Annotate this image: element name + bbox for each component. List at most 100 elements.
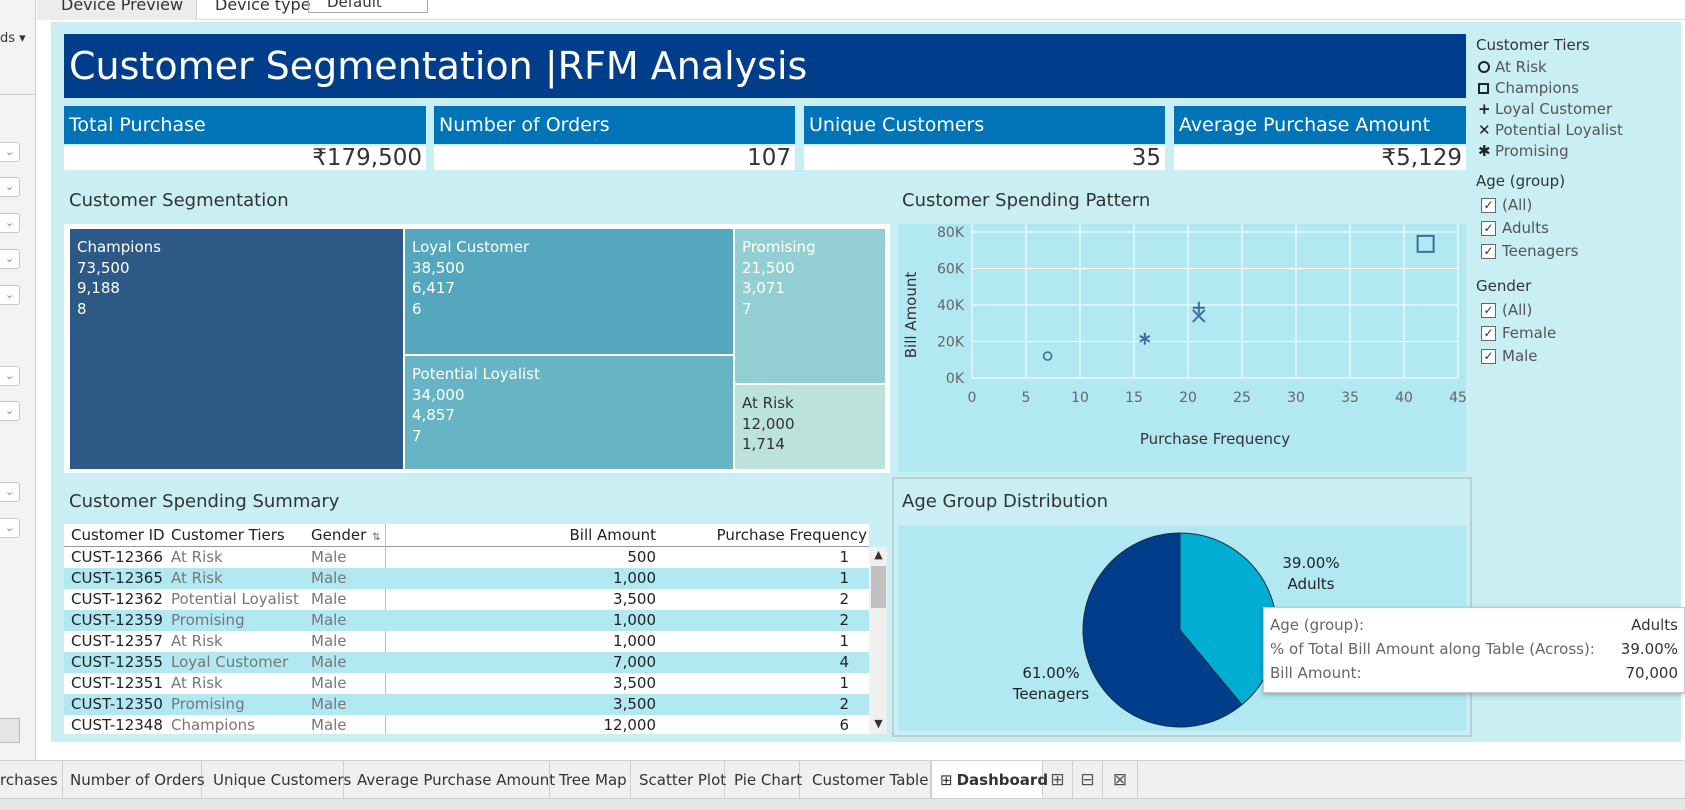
pie-slice-teenagers[interactable] — [1082, 532, 1243, 728]
checkbox-checked-icon[interactable]: ✓ — [1481, 244, 1496, 259]
device-preview-tab[interactable]: Device Preview — [37, 0, 197, 20]
pie-tooltip: Age (group): Adults % of Total Bill Amou… — [1263, 607, 1685, 693]
filter-option-gender-all[interactable]: ✓ (All) — [1481, 299, 1556, 322]
table-title: Customer Spending Summary — [69, 491, 340, 512]
scroll-up-icon[interactable]: ▲ — [870, 547, 887, 563]
tab-customer-table[interactable]: Customer Table — [800, 761, 931, 799]
legend-item-potential-loyalist[interactable]: ✕ Potential Loyalist — [1478, 121, 1623, 139]
legend-item-promising[interactable]: ✱ Promising — [1478, 142, 1569, 160]
treemap-cell-champions[interactable]: Champions 73,500 9,188 8 — [69, 228, 404, 470]
chevron-down-icon[interactable]: ⌄ — [0, 142, 20, 162]
header-divider — [64, 546, 869, 547]
tab-scatter-plot[interactable]: Scatter Plot — [631, 761, 726, 799]
cell-bill-amount: 500 — [627, 548, 656, 566]
tooltip-key: Bill Amount: — [1270, 664, 1362, 682]
chevron-down-icon[interactable]: ⌄ — [0, 249, 20, 269]
filter-age-title: Age (group) — [1476, 172, 1566, 190]
tooltip-value: Adults — [1631, 616, 1678, 634]
chevron-down-icon[interactable]: ⌄ — [0, 177, 20, 197]
sidebar-divider — [0, 94, 36, 95]
treemap-cell-bill: 73,500 — [77, 258, 130, 277]
treemap-cell-loyal-customer[interactable]: Loyal Customer 38,500 6,417 6 — [404, 228, 734, 355]
checkbox-checked-icon[interactable]: ✓ — [1481, 221, 1496, 236]
tab-unique-customers[interactable]: Unique Customers — [202, 761, 351, 799]
tab-tree-map[interactable]: Tree Map — [550, 761, 631, 799]
table-row[interactable]: CUST-12355 Loyal Customer Male 7,000 4 — [64, 652, 869, 673]
treemap-cell-potential-loyalist[interactable]: Potential Loyalist 34,000 4,857 7 — [404, 355, 734, 470]
filter-option-gender-male[interactable]: ✓ Male — [1481, 345, 1556, 368]
y-axis-label: Bill Amount — [902, 272, 920, 359]
kpi-label: Number of Orders — [434, 106, 795, 144]
cell-purchase-frequency: 1 — [839, 569, 849, 587]
checkbox-checked-icon[interactable]: ✓ — [1481, 198, 1496, 213]
kpi-value: 107 — [434, 146, 795, 170]
scatter-point-plus[interactable] — [1192, 301, 1205, 314]
legend-item-champions[interactable]: Champions — [1478, 78, 1623, 99]
treemap-cell-count: 7 — [742, 299, 752, 318]
scatter-point-cross[interactable] — [1192, 309, 1206, 323]
table-row[interactable]: CUST-12365 At Risk Male 1,000 1 — [64, 568, 869, 589]
checkbox-checked-icon[interactable]: ✓ — [1481, 303, 1496, 318]
table-row[interactable]: CUST-12348 Champions Male 12,000 6 — [64, 715, 869, 736]
treemap-cell-promising[interactable]: Promising 21,500 3,071 7 — [734, 228, 886, 384]
column-header-purchase-frequency[interactable]: Purchase Frequency — [716, 526, 867, 544]
legend-item-loyal-customer[interactable]: + Loyal Customer — [1478, 100, 1613, 118]
checkbox-checked-icon[interactable]: ✓ — [1481, 349, 1496, 364]
table-row[interactable]: CUST-12357 At Risk Male 1,000 1 — [64, 631, 869, 652]
new-dashboard-icon[interactable]: ⊟ — [1073, 761, 1103, 799]
cell-customer-tier: At Risk — [171, 674, 223, 692]
chevron-down-icon[interactable]: ⌄ — [0, 482, 20, 502]
checkbox-checked-icon[interactable]: ✓ — [1481, 326, 1496, 341]
treemap-cell-at-risk[interactable]: At Risk 12,000 1,714 — [734, 384, 886, 470]
treemap-cell-avg: 4,857 — [412, 406, 455, 424]
cell-customer-tier: Potential Loyalist — [171, 590, 299, 608]
new-story-icon[interactable]: ⊠ — [1103, 761, 1138, 799]
scatter-point-circle[interactable] — [1042, 351, 1053, 361]
tab-total-purchases[interactable]: rchases — [0, 761, 63, 799]
x-axis-label: Purchase Frequency — [1140, 430, 1290, 448]
tab-dashboard[interactable]: ⊞ Dashboard — [931, 761, 1048, 799]
column-header-gender[interactable]: Gender ⇅ — [311, 524, 381, 546]
chevron-down-icon[interactable]: ⌄ — [0, 285, 20, 305]
chevron-down-icon[interactable]: ⌄ — [0, 401, 20, 421]
tab-average-purchase-amount[interactable]: Average Purchase Amount — [344, 761, 555, 799]
chevron-down-icon[interactable]: ⌄ — [0, 366, 20, 386]
x-tick-label: 10 — [1071, 390, 1089, 406]
table-row[interactable]: CUST-12350 Promising Male 3,500 2 — [64, 694, 869, 715]
scatter-point-square[interactable] — [1416, 234, 1435, 253]
chevron-down-icon[interactable]: ⌄ — [0, 518, 20, 538]
filter-option-gender-female[interactable]: ✓ Female — [1481, 322, 1556, 345]
chevron-down-icon[interactable]: ⌄ — [0, 213, 20, 233]
treemap-cell-name: Promising — [742, 238, 816, 256]
table-row[interactable]: CUST-12351 At Risk Male 3,500 1 — [64, 673, 869, 694]
table-row[interactable]: CUST-12366 At Risk Male 500 1 — [64, 547, 869, 568]
tab-pie-chart[interactable]: Pie Chart — [725, 761, 802, 799]
plus-icon: + — [1478, 100, 1491, 118]
sidebar-action-button[interactable] — [0, 718, 20, 743]
column-header-customer-id[interactable]: Customer ID — [71, 526, 165, 544]
table-row[interactable]: CUST-12359 Promising Male 1,000 2 — [64, 610, 869, 631]
tab-number-of-orders[interactable]: Number of Orders — [63, 761, 205, 799]
table-row[interactable]: CUST-12362 Potential Loyalist Male 3,500 2 — [64, 589, 869, 610]
x-tick-label: 25 — [1233, 390, 1251, 406]
x-tick-label: 5 — [1022, 390, 1031, 406]
new-worksheet-icon[interactable]: ⊞ — [1043, 761, 1073, 799]
scatter-point-asterisk[interactable] — [1139, 332, 1151, 345]
filter-option-age-teenagers[interactable]: ✓ Teenagers — [1481, 240, 1579, 263]
column-header-customer-tiers[interactable]: Customer Tiers — [171, 526, 285, 544]
legend-item-at-risk[interactable]: At Risk — [1478, 57, 1623, 78]
sidebar-menu[interactable]: ds ▾ — [0, 31, 26, 46]
scrollbar-thumb[interactable] — [871, 566, 886, 608]
treemap-cell-avg: 1,714 — [742, 435, 785, 453]
pie-slice-adults[interactable] — [1179, 532, 1278, 706]
scroll-down-icon[interactable]: ▼ — [870, 716, 887, 732]
column-header-bill-amount[interactable]: Bill Amount — [569, 526, 656, 544]
device-type-selector[interactable]: Default — [308, 0, 428, 13]
pie-title: Age Group Distribution — [902, 491, 1109, 512]
sort-icon[interactable]: ⇅ — [372, 532, 381, 543]
filter-option-age-all[interactable]: ✓ (All) — [1481, 194, 1579, 217]
pie-label-pct: 61.00% — [1022, 664, 1080, 682]
scatter-title: Customer Spending Pattern — [902, 190, 1151, 211]
cell-gender: Male — [311, 590, 347, 608]
filter-option-age-adults[interactable]: ✓ Adults — [1481, 217, 1579, 240]
